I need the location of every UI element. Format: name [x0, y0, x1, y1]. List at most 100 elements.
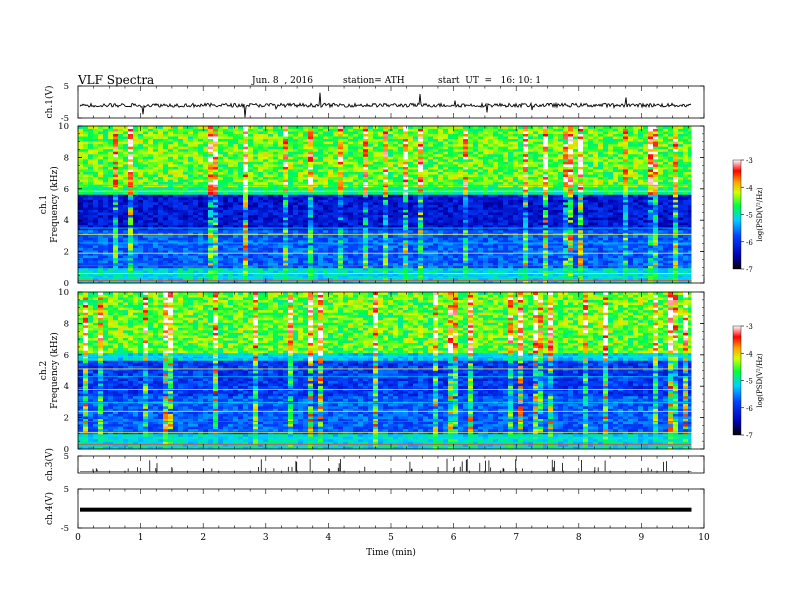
spectrogram-cell — [453, 270, 459, 274]
spectrogram-cell — [323, 163, 329, 167]
spectrogram-cell — [358, 194, 364, 198]
spectrogram-cell — [423, 209, 429, 213]
spectrogram-cell — [263, 158, 269, 162]
spectrogram-cell — [148, 143, 154, 147]
spectrogram-cell — [273, 212, 279, 216]
spectrogram-cell — [433, 255, 439, 259]
spectrogram-cell — [193, 217, 199, 221]
spectrogram-cell — [103, 217, 109, 221]
spectrogram-cell — [468, 227, 474, 231]
spectrogram-cell — [158, 260, 164, 264]
spectrogram-cell — [158, 138, 164, 142]
spectrogram-cell — [383, 169, 389, 172]
spectrogram-cell — [443, 148, 449, 152]
spectrogram-cell — [328, 275, 334, 279]
spectrogram-cell — [278, 265, 284, 269]
spectrogram-cell — [163, 224, 169, 228]
spectrogram-cell — [203, 232, 209, 236]
spectrogram-cell — [258, 277, 264, 281]
spectrogram-cell — [148, 146, 154, 150]
spectrogram-cell — [398, 166, 404, 170]
spectrogram-cell — [283, 272, 289, 276]
spectrogram-cell — [163, 171, 169, 175]
spectrogram-cell — [148, 234, 154, 238]
spectrogram-cell — [218, 209, 224, 213]
spectrogram-cell — [218, 207, 224, 210]
spectrogram-cell — [383, 131, 389, 134]
spectrogram-cell — [228, 179, 234, 183]
spectrogram-cell — [283, 232, 289, 236]
spectrogram-cell — [348, 136, 354, 140]
spectrogram-cell — [458, 171, 464, 175]
spectrogram-cell — [338, 255, 344, 259]
spectrogram-cell — [218, 232, 224, 236]
spectrogram-cell — [143, 277, 149, 281]
spectrogram-cell — [108, 161, 114, 165]
spectrogram-cell — [193, 171, 199, 175]
spectrogram-cell — [398, 237, 404, 241]
spectrogram-cell — [383, 270, 389, 274]
spectrogram-cell — [208, 280, 214, 284]
spectrogram-cell — [78, 156, 84, 160]
spectrogram-cell — [208, 179, 214, 183]
spectrogram-cell — [433, 204, 439, 208]
spectrogram-cell — [323, 131, 329, 134]
spectrogram-cell — [93, 186, 99, 190]
spectrogram-cell — [163, 280, 169, 284]
spectrogram-cell — [328, 141, 334, 145]
spectrogram-cell — [163, 153, 169, 157]
spectrogram-cell — [223, 224, 229, 228]
spectrogram-cell — [293, 138, 299, 142]
spectrogram-cell — [233, 204, 239, 208]
spectrogram-cell — [293, 143, 299, 147]
spectrogram-cell — [468, 245, 474, 248]
spectrogram-cell — [133, 260, 139, 264]
spectrogram-cell — [333, 141, 339, 145]
spectrogram-cell — [308, 151, 314, 155]
spectrogram-cell — [273, 255, 279, 259]
spectrogram-cell — [288, 136, 294, 140]
spectrogram-cell — [293, 156, 299, 160]
spectrogram-cell — [443, 163, 449, 167]
spectrogram-cell — [183, 138, 189, 142]
spectrogram-cell — [133, 207, 139, 210]
spectrogram-cell — [188, 262, 194, 266]
spectrogram-cell — [308, 171, 314, 175]
spectrogram-cell — [113, 133, 119, 137]
spectrogram-cell — [133, 128, 139, 132]
spectrogram-cell — [98, 250, 104, 254]
spectrogram-cell — [173, 234, 179, 238]
spectrogram-cell — [253, 138, 259, 142]
spectrogram-cell — [308, 176, 314, 180]
spectrogram-cell — [208, 163, 214, 167]
spectrogram-cell — [298, 161, 304, 165]
spectrogram-cell — [308, 186, 314, 190]
spectrogram-cell — [103, 179, 109, 183]
spectrogram-cell — [468, 196, 474, 200]
spectrogram-cell — [403, 212, 409, 216]
spectrogram-cell — [233, 280, 239, 284]
spectrogram-cell — [173, 179, 179, 183]
spectrogram-cell — [423, 191, 429, 195]
spectrogram-cell — [308, 267, 314, 271]
spectrogram-cell — [418, 260, 424, 264]
spectrogram-cell — [433, 242, 439, 246]
spectrogram-cell — [383, 176, 389, 180]
spectrogram-cell — [313, 128, 319, 132]
spectrogram-cell — [153, 133, 159, 137]
spectrogram-cell — [78, 171, 84, 175]
spectrogram-cell — [343, 163, 349, 167]
spectrogram-cell — [123, 163, 129, 167]
spectrogram-cell — [148, 275, 154, 279]
spectrogram-cell — [183, 126, 189, 129]
spectrogram-cell — [108, 181, 114, 185]
spectrogram-cell — [418, 247, 424, 251]
spectrogram-cell — [383, 143, 389, 147]
spectrogram-cell — [478, 272, 484, 276]
spectrogram-cell — [393, 209, 399, 213]
spectrogram-cell — [283, 257, 289, 261]
spectrogram-cell — [368, 229, 374, 233]
spectrogram-cell — [468, 163, 474, 167]
spectrogram-cell — [283, 163, 289, 167]
spectrogram-cell — [78, 158, 84, 162]
